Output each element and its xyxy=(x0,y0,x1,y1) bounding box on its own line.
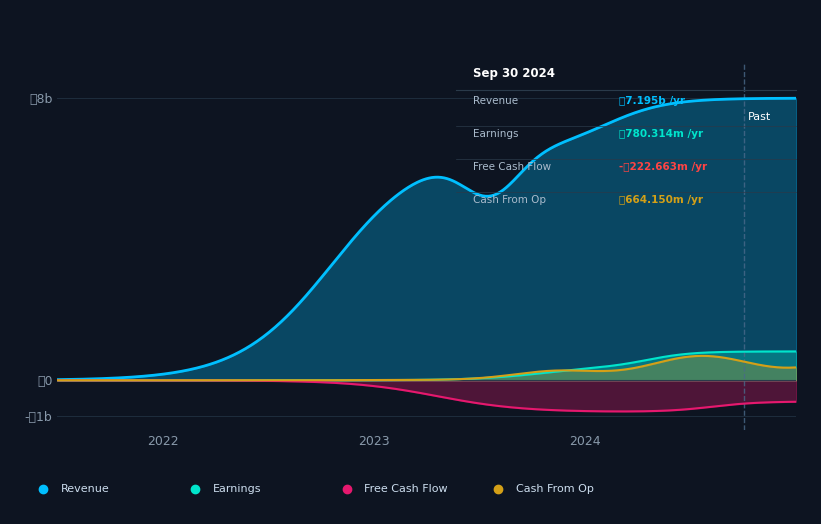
Text: ৸7.195b /yr: ৸7.195b /yr xyxy=(619,96,686,106)
Text: -৸222.663m /yr: -৸222.663m /yr xyxy=(619,162,708,172)
Text: Free Cash Flow: Free Cash Flow xyxy=(473,162,551,172)
Text: Cash From Op: Cash From Op xyxy=(516,484,594,494)
Text: Revenue: Revenue xyxy=(61,484,109,494)
Text: Earnings: Earnings xyxy=(213,484,261,494)
Text: Earnings: Earnings xyxy=(473,129,518,139)
Text: Revenue: Revenue xyxy=(473,96,518,106)
Text: Past: Past xyxy=(748,112,771,122)
Text: ৸780.314m /yr: ৸780.314m /yr xyxy=(619,129,704,139)
Text: Free Cash Flow: Free Cash Flow xyxy=(365,484,448,494)
Text: Cash From Op: Cash From Op xyxy=(473,195,546,205)
Text: Sep 30 2024: Sep 30 2024 xyxy=(473,67,555,80)
Text: ৸664.150m /yr: ৸664.150m /yr xyxy=(619,195,704,205)
